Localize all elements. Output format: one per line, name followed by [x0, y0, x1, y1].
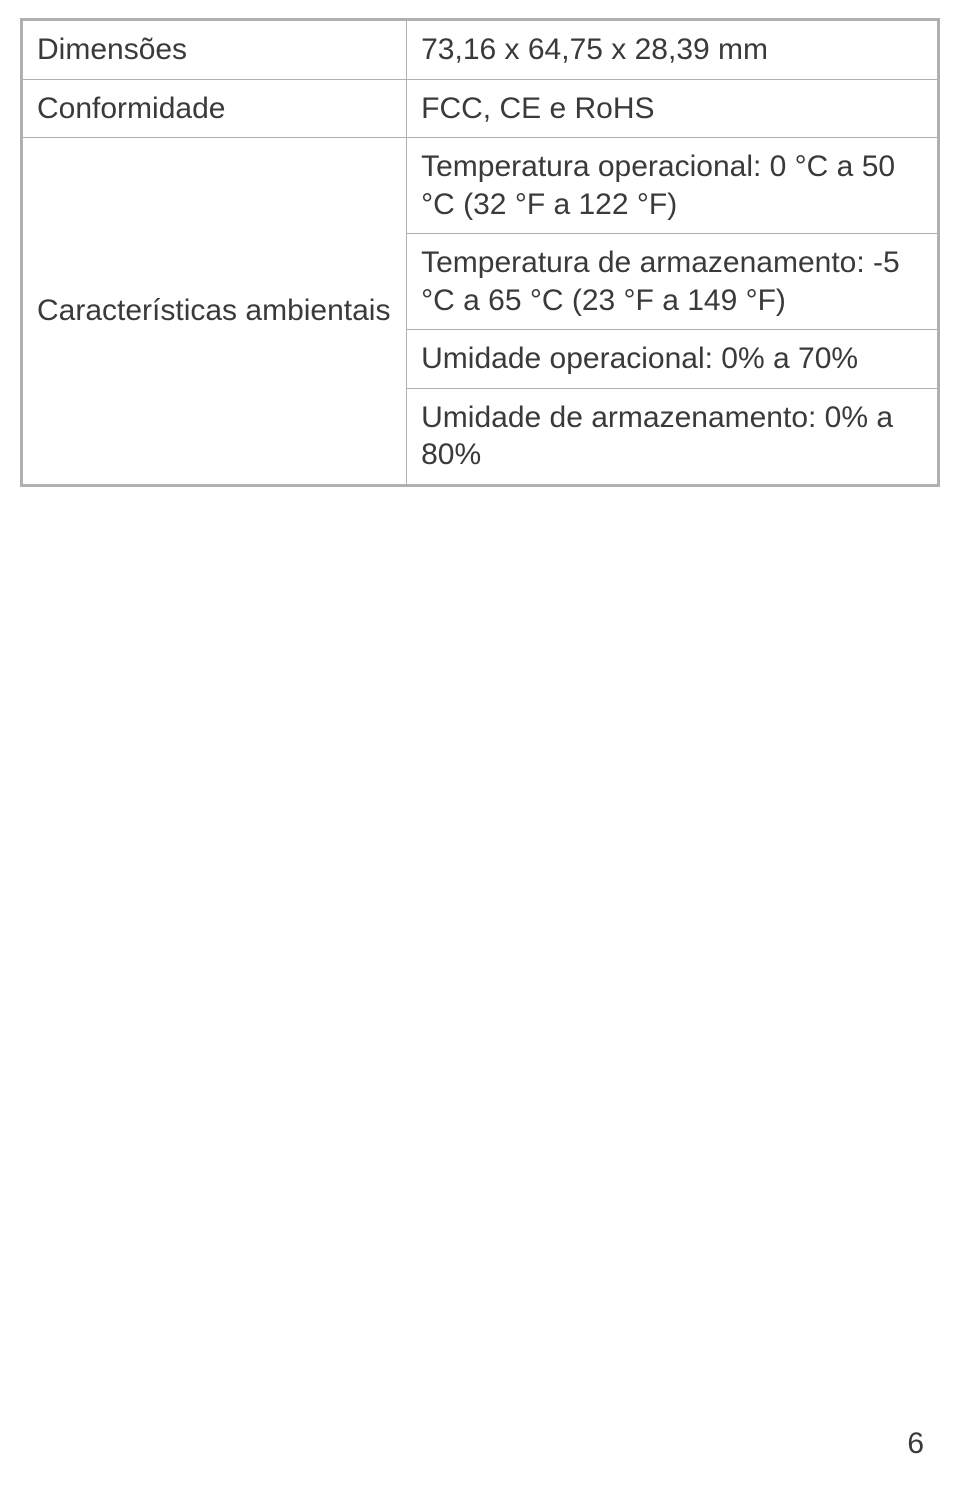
operating-humidity-value: Umidade operacional: 0% a 70%: [407, 330, 939, 389]
dimensions-value: 73,16 x 64,75 x 28,39 mm: [407, 20, 939, 80]
page-number: 6: [907, 1427, 924, 1461]
storage-temperature-value: Temperatura de armazenamento: -5 °C a 65…: [407, 234, 939, 330]
operating-temperature-value: Temperatura operacional: 0 °C a 50 °C (3…: [407, 138, 939, 234]
specs-table: Dimensões 73,16 x 64,75 x 28,39 mm Confo…: [20, 18, 940, 487]
table-row: Características ambientais Temperatura o…: [22, 138, 939, 234]
environmental-label: Características ambientais: [22, 138, 407, 486]
specs-table-container: Dimensões 73,16 x 64,75 x 28,39 mm Confo…: [0, 0, 960, 487]
compliance-label: Conformidade: [22, 79, 407, 138]
table-row: Conformidade FCC, CE e RoHS: [22, 79, 939, 138]
dimensions-label: Dimensões: [22, 20, 407, 80]
table-row: Dimensões 73,16 x 64,75 x 28,39 mm: [22, 20, 939, 80]
compliance-value: FCC, CE e RoHS: [407, 79, 939, 138]
storage-humidity-value: Umidade de armazenamento: 0% a 80%: [407, 388, 939, 485]
